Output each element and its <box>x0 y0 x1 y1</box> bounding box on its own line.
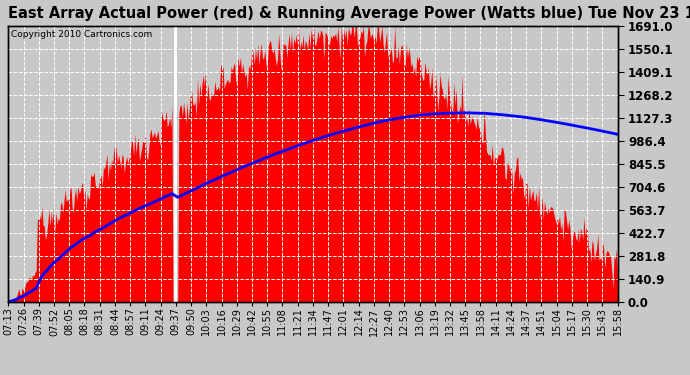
Text: East Array Actual Power (red) & Running Average Power (Watts blue) Tue Nov 23 16: East Array Actual Power (red) & Running … <box>8 6 690 21</box>
Text: Copyright 2010 Cartronics.com: Copyright 2010 Cartronics.com <box>11 30 152 39</box>
